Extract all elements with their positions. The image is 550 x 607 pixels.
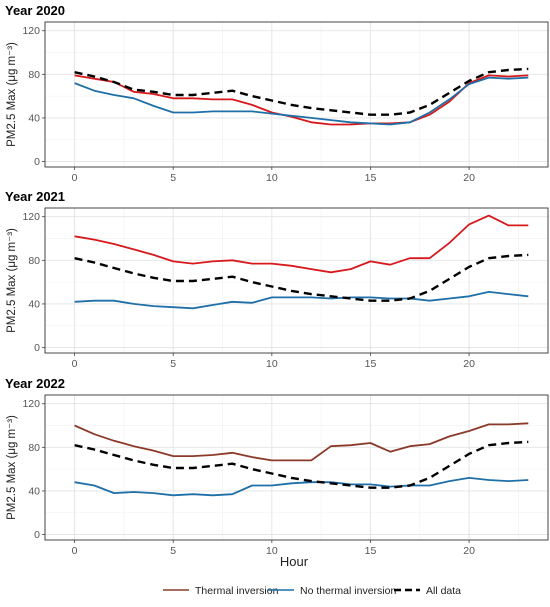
plot-border — [44, 207, 549, 354]
y-axis-label: PM2.5 Max (μg m⁻³) — [6, 42, 18, 147]
x-tick-label: 15 — [365, 358, 377, 370]
y-tick-label: 120 — [22, 398, 40, 410]
plot-border — [44, 21, 549, 168]
x-tick-label: 10 — [266, 358, 278, 370]
y-tick-label: 0 — [34, 342, 40, 354]
legend-item: All data — [394, 585, 461, 597]
series-line — [74, 290, 529, 310]
legend: Thermal inversion No thermal inversion All… — [163, 585, 461, 597]
x-axis-label: Hour — [280, 554, 309, 569]
legend-item: Thermal inversion — [163, 585, 279, 597]
chart-panel-2: Year 2021 0 5 10 15 20 0 40 80 120 PM2.5 Max (μg m… — [5, 189, 549, 370]
y-tick-label: 80 — [28, 69, 40, 81]
x-tick-label: 15 — [365, 172, 377, 184]
x-tick-label: 5 — [170, 545, 176, 557]
chart-panel-3: Year 2022 0 5 10 15 20 0 40 80 120 PM2.5 Max (μg m… — [5, 376, 549, 557]
y-tick-label: 80 — [28, 255, 40, 267]
x-tick-label: 20 — [463, 545, 475, 557]
x-tick-label: 15 — [365, 545, 377, 557]
y-tick-label: 0 — [34, 529, 40, 541]
y-tick-label: 40 — [28, 298, 40, 310]
y-axis-label: PM2.5 Max (μg m⁻³) — [6, 228, 18, 333]
series-line — [74, 67, 529, 116]
x-tick-label: 0 — [72, 358, 78, 370]
y-tick-label: 40 — [28, 112, 40, 124]
x-tick-label: 0 — [72, 545, 78, 557]
series-line — [74, 476, 529, 497]
plot-area — [45, 395, 548, 540]
y-tick-label: 80 — [28, 442, 40, 454]
plot-area — [45, 208, 548, 353]
plot-area — [45, 22, 548, 167]
y-axis-label: PM2.5 Max (μg m⁻³) — [6, 415, 18, 520]
x-tick-label: 10 — [266, 545, 278, 557]
legend-label: Thermal inversion — [195, 585, 279, 597]
series-line — [74, 422, 529, 462]
y-tick-label: 120 — [22, 25, 40, 37]
plot-border — [44, 394, 549, 541]
x-tick-label: 20 — [463, 358, 475, 370]
panel-title: Year 2020 — [5, 3, 65, 18]
legend-label: No thermal inversion — [300, 585, 396, 597]
series-line — [74, 76, 529, 126]
chart-panel-1: Year 2020 0 5 10 15 20 0 40 80 120 PM2.5 Max (μg m… — [5, 3, 549, 184]
x-tick-label: 5 — [170, 172, 176, 184]
x-tick-label: 0 — [72, 172, 78, 184]
panel-title: Year 2021 — [5, 189, 65, 204]
panel-title: Year 2022 — [5, 376, 65, 391]
y-tick-label: 120 — [22, 211, 40, 223]
series-line — [74, 74, 529, 126]
legend-label: All data — [426, 585, 461, 597]
x-tick-label: 20 — [463, 172, 475, 184]
x-tick-label: 5 — [170, 358, 176, 370]
y-tick-label: 40 — [28, 485, 40, 497]
series-line — [74, 214, 529, 274]
y-tick-label: 0 — [34, 156, 40, 168]
legend-item: No thermal inversion — [268, 585, 396, 597]
x-tick-label: 10 — [266, 172, 278, 184]
